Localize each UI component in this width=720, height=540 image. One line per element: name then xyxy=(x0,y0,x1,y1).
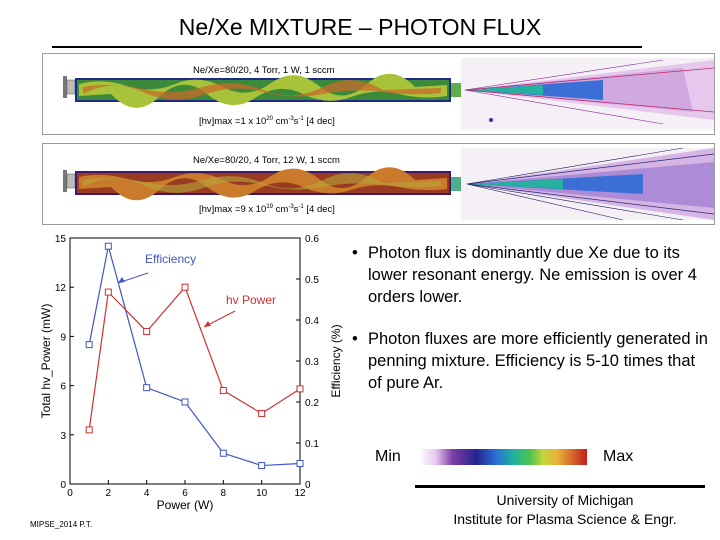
affiliation-rule xyxy=(415,485,705,488)
arrowhead xyxy=(118,277,125,283)
x-tick-label: 12 xyxy=(294,488,306,499)
y2-tick-label: 0.2 xyxy=(305,398,319,409)
title-underline xyxy=(52,46,642,48)
data-point xyxy=(85,426,93,434)
series-label: Efficiency xyxy=(145,252,196,266)
x-tick-label: 2 xyxy=(106,488,112,499)
series-line-hv-power xyxy=(88,286,301,430)
y2-tick-label: 0.5 xyxy=(305,275,319,286)
sim-1-caption-bottom: [hv]max =1 x 1020 cm-3s-1 [4 dec] xyxy=(199,116,335,128)
page-title: Ne/Xe MIXTURE – PHOTON FLUX xyxy=(178,14,542,40)
arrowhead xyxy=(204,321,211,327)
data-point xyxy=(104,242,112,250)
y2-tick-label: 0.4 xyxy=(305,316,319,327)
data-point xyxy=(296,385,304,393)
sim-2-caption-bottom: [hv]max =9 x 1019 cm-3s-1 [4 dec] xyxy=(199,204,335,216)
scale-min-label: Min xyxy=(375,448,401,465)
y2-tick-label: 0.3 xyxy=(305,357,319,368)
simulation-image-12w: Ne/Xe=80/20, 4 Torr, 12 W, 1 sccm [hv]ma… xyxy=(42,143,715,225)
data-point xyxy=(143,327,151,335)
series-label: hv Power xyxy=(226,293,276,307)
bullet-text: Photon fluxes are more efficiently gener… xyxy=(368,330,708,392)
y-tick-label: 3 xyxy=(60,431,66,442)
y2-axis-label: Efficiency (%) xyxy=(329,324,343,397)
x-tick-label: 4 xyxy=(144,488,150,499)
bullet-marker: • xyxy=(352,244,358,262)
y2-tick-label: 0.1 xyxy=(305,439,319,450)
university-name: University of Michigan xyxy=(496,492,634,508)
data-point xyxy=(296,460,304,467)
sim-1-caption-top: Ne/Xe=80/20, 4 Torr, 1 W, 1 sccm xyxy=(193,65,335,76)
sim-2-caption-top: Ne/Xe=80/20, 4 Torr, 12 W, 1 sccm xyxy=(193,155,340,166)
data-point xyxy=(143,384,151,392)
plasma-image-1w xyxy=(63,58,714,130)
y2-tick-label: 0 xyxy=(305,480,311,491)
x-axis-label: Power (W) xyxy=(157,498,214,512)
institute-name: Institute for Plasma Science & Engr. xyxy=(453,511,677,527)
x-tick-label: 6 xyxy=(182,488,188,499)
scale-max-label: Max xyxy=(603,448,634,465)
data-point xyxy=(181,283,189,291)
bullet-marker: • xyxy=(352,330,358,348)
footer-label: MIPSE_2014 P.T. xyxy=(30,520,93,529)
data-point xyxy=(181,398,189,406)
chart-series: Efficiency hv Power xyxy=(85,242,304,470)
data-point xyxy=(85,341,93,349)
y-axis-label: Total hv_Power (mW) xyxy=(39,304,53,419)
data-point xyxy=(258,409,266,417)
color-scale-bar xyxy=(419,449,587,465)
y-tick-label: 0 xyxy=(60,480,66,491)
y2-tick-label: 0.6 xyxy=(305,234,319,245)
x-tick-label: 8 xyxy=(221,488,227,499)
data-point xyxy=(219,387,227,395)
data-point xyxy=(219,449,227,457)
y-tick-label: 15 xyxy=(55,234,67,245)
plasma-image-12w xyxy=(63,147,714,221)
bullet-item-2: • Photon fluxes are more efficiently gen… xyxy=(352,328,712,394)
efficiency-power-chart: 0 2 4 6 8 10 120369121500.10.20.30.40.50.6Powe… xyxy=(39,234,343,512)
data-point xyxy=(104,288,112,296)
y-tick-label: 12 xyxy=(55,283,67,294)
bullet-item-1: • Photon flux is dominantly due Xe due t… xyxy=(352,242,712,308)
bullet-text: Photon flux is dominantly due Xe due to … xyxy=(368,244,697,306)
simulation-image-1w: Ne/Xe=80/20, 4 Torr, 1 W, 1 sccm [hv]max… xyxy=(42,53,715,135)
chart-axes: 0 2 4 6 8 10 120369121500.10.20.30.40.50.6Powe… xyxy=(39,234,343,512)
x-tick-label: 0 xyxy=(67,488,73,499)
y-tick-label: 9 xyxy=(60,332,66,343)
y-tick-label: 6 xyxy=(60,382,66,393)
x-tick-label: 10 xyxy=(256,488,268,499)
plot-frame xyxy=(69,237,301,485)
data-point xyxy=(258,462,266,470)
